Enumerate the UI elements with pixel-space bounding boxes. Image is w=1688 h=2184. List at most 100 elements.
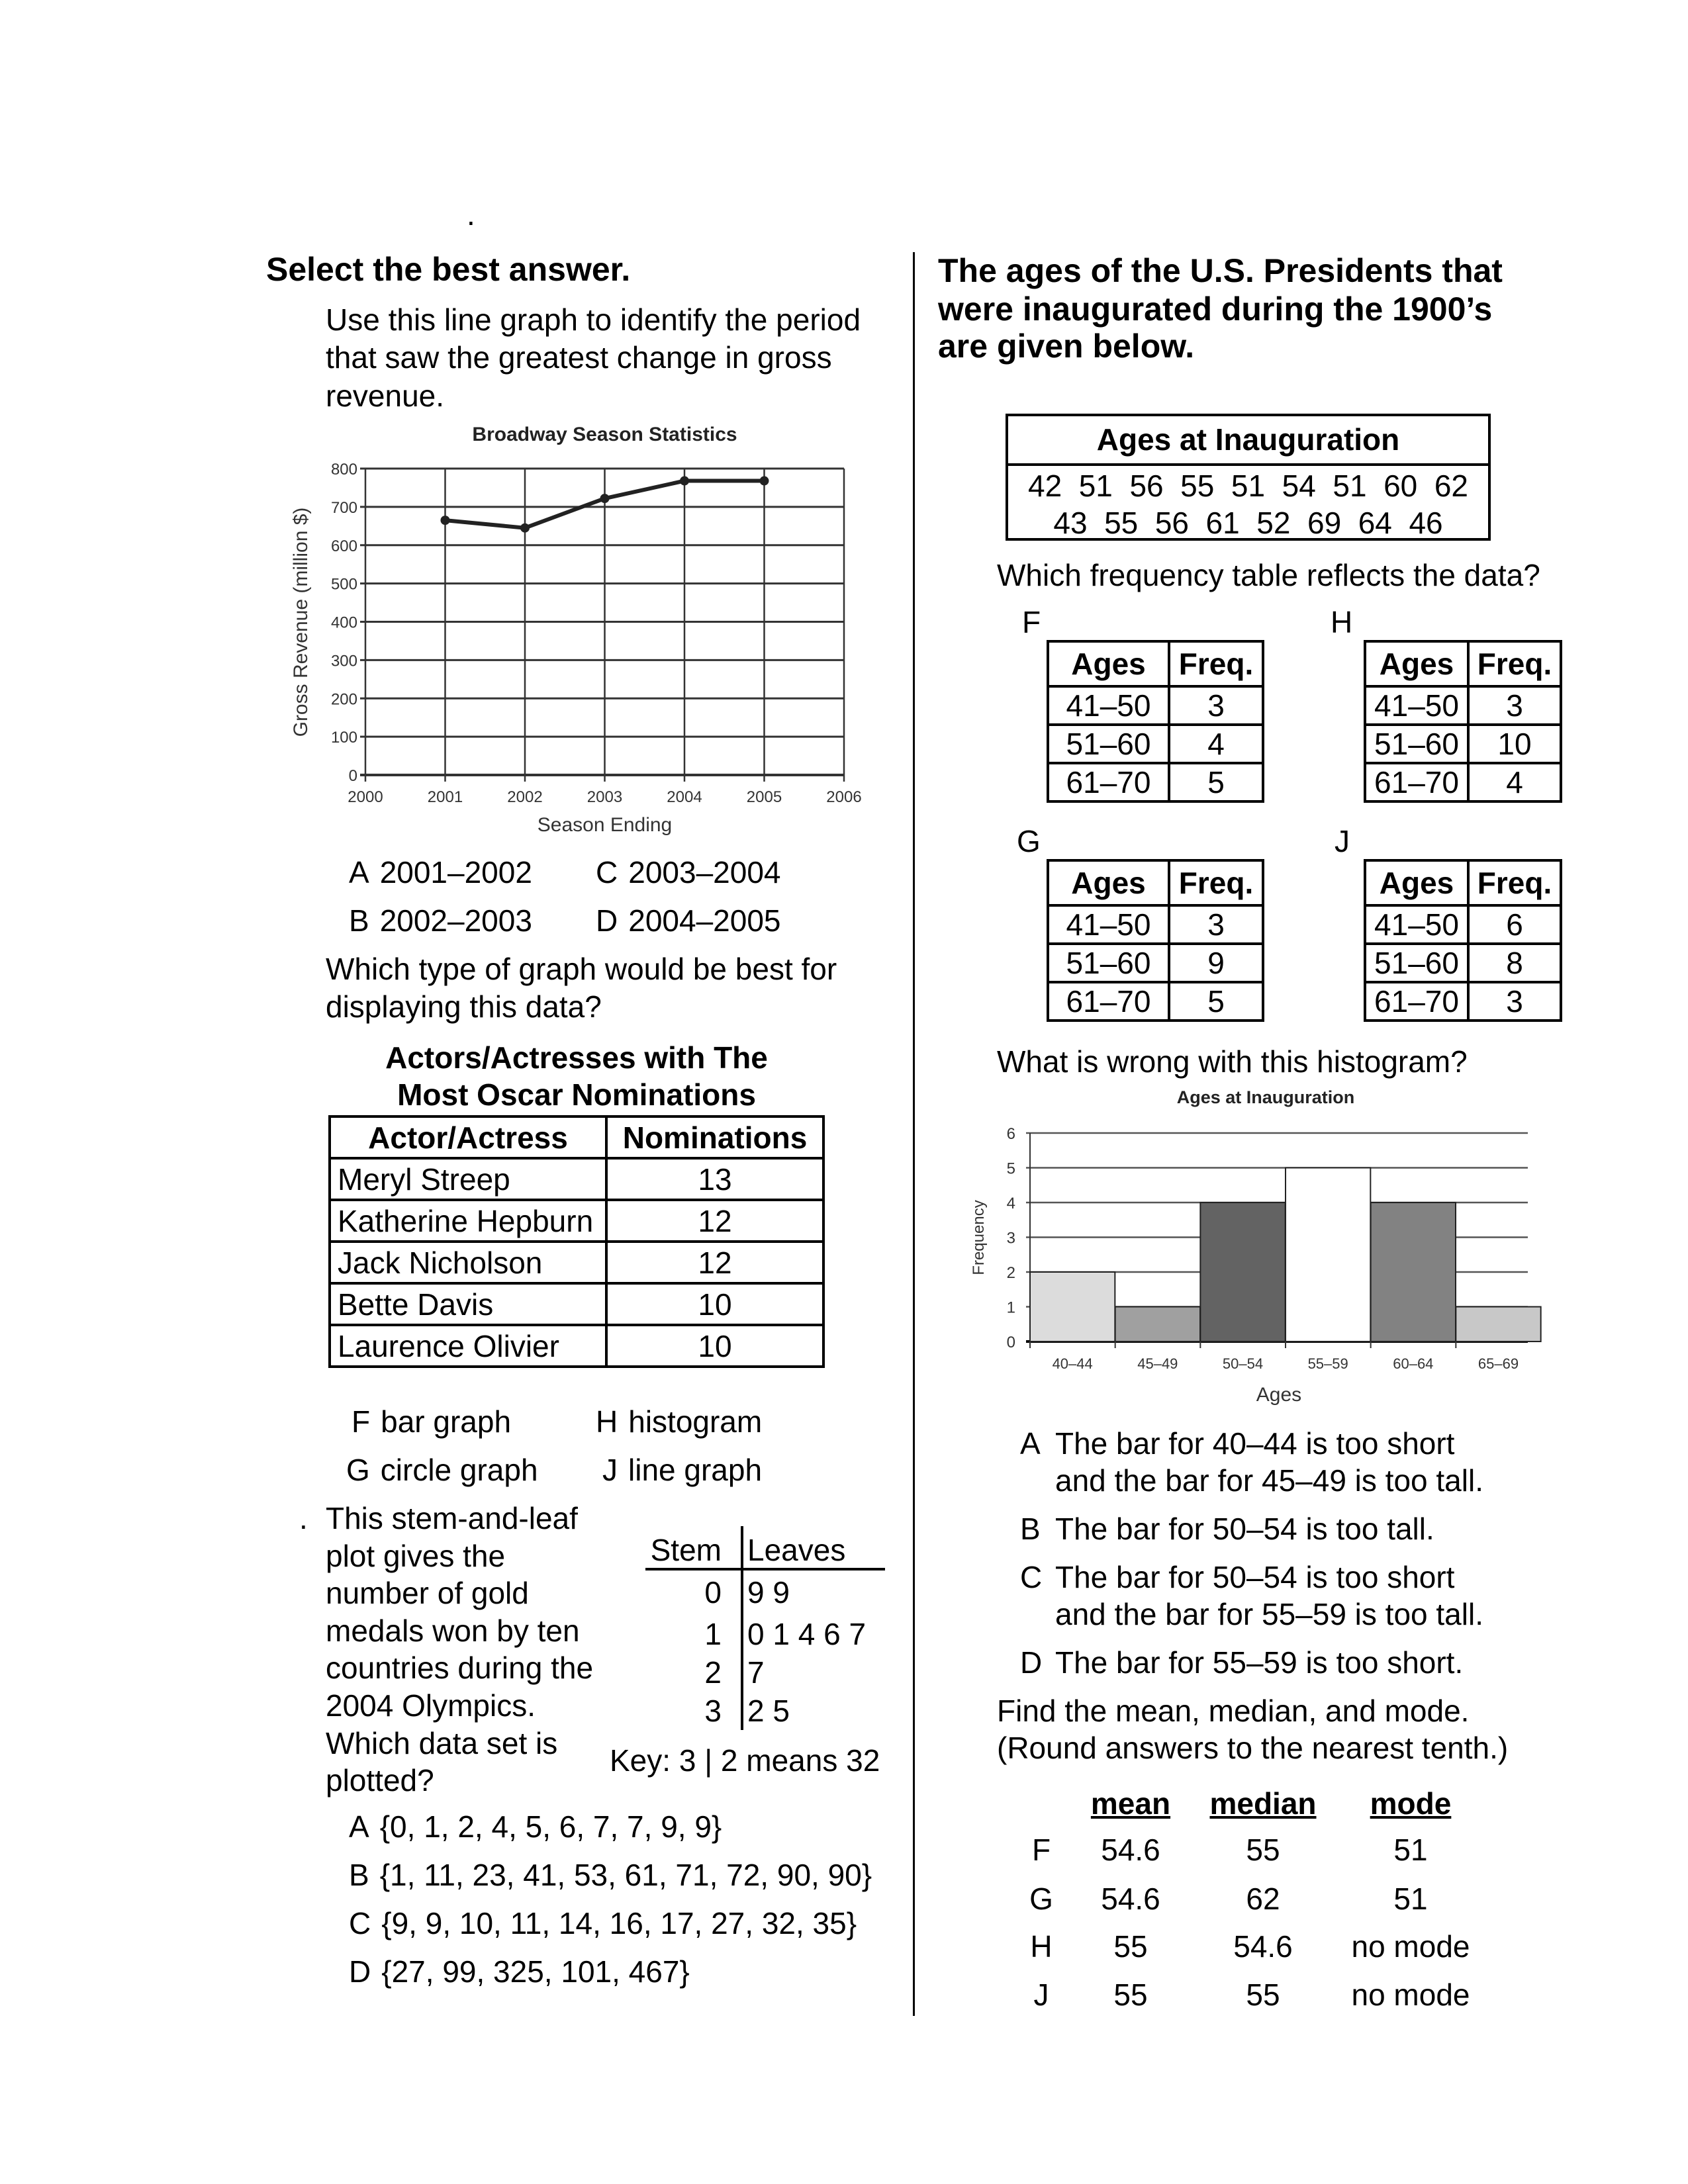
age-range: 61–70 bbox=[1047, 981, 1170, 1022]
option-text: bar graph bbox=[381, 1404, 512, 1439]
table-header-row: Ages Freq. bbox=[1364, 640, 1562, 688]
table-row: 41–50 3 bbox=[1047, 904, 1264, 945]
actor-name: Laurence Olivier bbox=[328, 1324, 608, 1368]
x-tick-label: 2000 bbox=[348, 788, 383, 806]
leaves-header: Leaves bbox=[747, 1533, 846, 1567]
option-letter: D bbox=[596, 903, 618, 938]
choice-letter-h: H bbox=[1331, 605, 1353, 639]
histogram-bar bbox=[1370, 1202, 1457, 1342]
stem-value: 3 bbox=[704, 1694, 722, 1728]
stem-value: 0 bbox=[704, 1575, 722, 1610]
table-row: Jack Nicholson 12 bbox=[328, 1240, 825, 1285]
section-heading: are given below. bbox=[938, 328, 1195, 365]
table-header-row: Ages Freq. bbox=[1364, 859, 1562, 907]
frequency: 8 bbox=[1467, 942, 1562, 983]
answer-option-a[interactable]: A {0, 1, 2, 4, 5, 6, 7, 7, 9, 9} bbox=[349, 1808, 722, 1845]
stat-value: 54.6 bbox=[1101, 1882, 1160, 1916]
question-text: Find the mean, median, and mode. bbox=[997, 1694, 1470, 1728]
column-header: Freq. bbox=[1168, 640, 1264, 688]
page-marker: . bbox=[467, 197, 475, 232]
column-header: Freq. bbox=[1467, 640, 1562, 688]
section-heading: Select the best answer. bbox=[266, 251, 631, 288]
data-point bbox=[759, 476, 769, 486]
y-tick-label: 0 bbox=[1007, 1334, 1015, 1351]
stat-value: 55 bbox=[1113, 1978, 1148, 2012]
histogram-bar bbox=[1285, 1167, 1372, 1342]
age-range: 51–60 bbox=[1364, 723, 1470, 764]
nomination-count: 10 bbox=[605, 1282, 825, 1326]
frequency-table-j[interactable]: Ages Freq. 41–50 6 51–60 8 61–70 3 bbox=[1364, 859, 1562, 1022]
ages-line: 43 55 56 61 52 69 64 46 bbox=[1053, 506, 1443, 540]
answer-option-b[interactable]: B {1, 11, 23, 41, 53, 61, 71, 72, 90, 90} bbox=[349, 1856, 872, 1893]
x-tick-label: 60–64 bbox=[1393, 1355, 1433, 1372]
y-tick-label: 800 bbox=[331, 461, 357, 478]
frequency-table-h[interactable]: Ages Freq. 41–50 3 51–60 10 61–70 4 bbox=[1364, 640, 1562, 803]
ages-table: Ages at Inauguration 42 51 56 55 51 54 5… bbox=[1006, 414, 1491, 541]
question-text: 2004 Olympics. bbox=[326, 1688, 536, 1723]
histogram-bar bbox=[1455, 1306, 1542, 1342]
x-tick-label: 55–59 bbox=[1308, 1355, 1348, 1372]
table-row: 61–70 5 bbox=[1047, 762, 1264, 803]
x-tick-label: 45–49 bbox=[1137, 1355, 1178, 1372]
table-row: Laurence Olivier 10 bbox=[328, 1324, 825, 1368]
data-point bbox=[680, 476, 689, 486]
table-row: 41–50 6 bbox=[1364, 904, 1562, 945]
option-letter: C bbox=[596, 855, 618, 889]
x-tick-label: 2003 bbox=[587, 788, 622, 806]
nomination-count: 13 bbox=[605, 1157, 825, 1201]
option-text: The bar for 40–44 is too short bbox=[1055, 1426, 1455, 1461]
stat-value: no mode bbox=[1351, 1929, 1470, 1964]
x-tick-label: 50–54 bbox=[1223, 1355, 1263, 1372]
chart-title: Ages at Inauguration bbox=[1177, 1087, 1355, 1107]
option-letter: H bbox=[596, 1404, 618, 1439]
question-text: Which frequency table reflects the data? bbox=[997, 558, 1540, 592]
frequency-table-f[interactable]: Ages Freq. 41–50 3 51–60 4 61–70 5 bbox=[1047, 640, 1264, 803]
table-row: 61–70 4 bbox=[1364, 762, 1562, 803]
frequency-table-g[interactable]: Ages Freq. 41–50 3 51–60 9 61–70 5 bbox=[1047, 859, 1264, 1022]
frequency: 3 bbox=[1467, 981, 1562, 1022]
y-tick-label: 600 bbox=[331, 537, 357, 555]
table-row: Katherine Hepburn 12 bbox=[328, 1199, 825, 1243]
column-divider bbox=[913, 252, 915, 2016]
y-tick-label: 700 bbox=[331, 499, 357, 517]
frequency: 5 bbox=[1168, 981, 1264, 1022]
question-text: that saw the greatest change in gross bbox=[326, 340, 832, 375]
option-text: {1, 11, 23, 41, 53, 61, 71, 72, 90, 90} bbox=[379, 1858, 872, 1892]
option-text: 2002–2003 bbox=[379, 903, 532, 938]
option-letter: A bbox=[1020, 1426, 1041, 1461]
answer-option-d[interactable]: D 2004–2005 bbox=[596, 902, 780, 939]
question-text: revenue. bbox=[326, 379, 445, 413]
option-text: 2003–2004 bbox=[628, 855, 781, 889]
oscar-nominations-table: Actor/Actress Nominations Meryl Streep 13 Ka… bbox=[328, 1115, 825, 1368]
table-row: 51–60 9 bbox=[1047, 942, 1264, 983]
actor-name: Meryl Streep bbox=[328, 1157, 608, 1201]
answer-option-d[interactable]: D {27, 99, 325, 101, 467} bbox=[349, 1953, 690, 1990]
frequency: 5 bbox=[1168, 762, 1264, 803]
y-tick-label: 6 bbox=[1007, 1125, 1015, 1143]
answer-option-b[interactable]: B 2002–2003 bbox=[349, 902, 532, 939]
stem-leaf-header-rule bbox=[645, 1568, 885, 1570]
stem-value: 1 bbox=[704, 1617, 722, 1651]
option-text: {27, 99, 325, 101, 467} bbox=[381, 1954, 690, 1989]
answer-option-h: H bbox=[1030, 1929, 1053, 1964]
table-row: 51–60 4 bbox=[1047, 723, 1264, 764]
option-letter: D bbox=[349, 1954, 371, 1989]
choice-letter-j: J bbox=[1335, 824, 1350, 858]
answer-option-c[interactable]: C 2003–2004 bbox=[596, 854, 780, 891]
y-tick-label: 1 bbox=[1007, 1299, 1015, 1317]
option-letter: D bbox=[1020, 1645, 1043, 1680]
x-tick-label: 40–44 bbox=[1053, 1355, 1093, 1372]
answer-option-c[interactable]: C {9, 9, 10, 11, 14, 16, 17, 27, 32, 35} bbox=[349, 1905, 857, 1942]
option-text: 2004–2005 bbox=[628, 903, 781, 938]
table-row: 61–70 5 bbox=[1047, 981, 1264, 1022]
table-row: 61–70 3 bbox=[1364, 981, 1562, 1022]
answer-option-a[interactable]: A 2001–2002 bbox=[349, 854, 532, 891]
y-tick-label: 3 bbox=[1007, 1230, 1015, 1248]
y-tick-label: 5 bbox=[1007, 1160, 1015, 1178]
table-row: 41–50 3 bbox=[1047, 685, 1264, 726]
chart-title: Broadway Season Statistics bbox=[472, 424, 737, 445]
